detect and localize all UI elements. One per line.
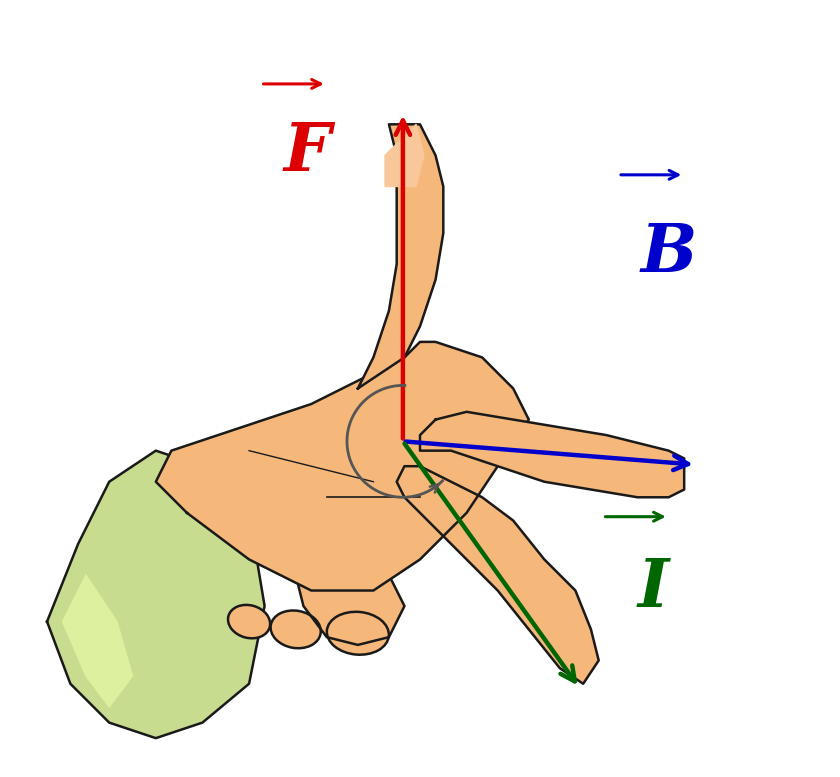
Polygon shape (62, 575, 133, 707)
Ellipse shape (228, 605, 270, 638)
Text: B: B (640, 221, 697, 287)
Polygon shape (358, 124, 444, 388)
Polygon shape (385, 124, 424, 186)
Polygon shape (420, 412, 684, 497)
Ellipse shape (327, 611, 389, 655)
Polygon shape (47, 451, 265, 738)
Polygon shape (396, 466, 599, 684)
Ellipse shape (270, 611, 321, 648)
Polygon shape (156, 342, 529, 591)
Text: F: F (284, 120, 331, 186)
Polygon shape (296, 513, 405, 645)
Text: I: I (638, 556, 669, 621)
